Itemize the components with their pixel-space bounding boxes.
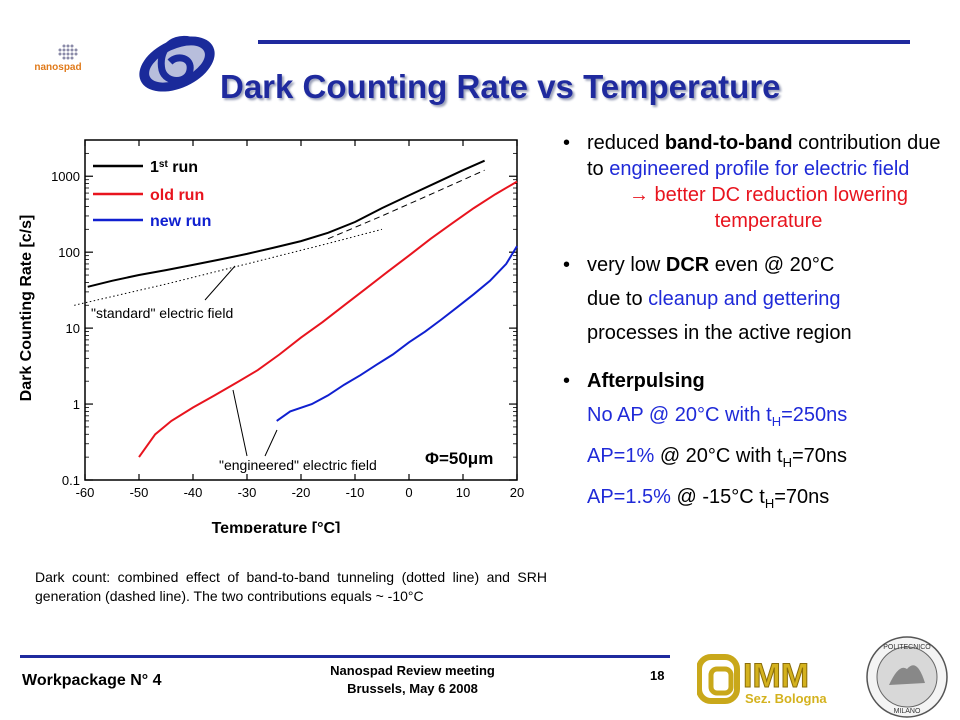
footer-workpackage: Workpackage N° 4 [22, 672, 162, 689]
x-tick-label-8: 20 [510, 485, 524, 500]
y-tick-label-1: 1 [73, 397, 80, 412]
nanospad-logo: nanospad [34, 44, 82, 73]
series-line-new-run [276, 245, 518, 422]
annotation-diameter: Φ=50μm [425, 449, 493, 468]
annotation-engineered-field: "engineered" electric field [219, 457, 377, 473]
bullet-list: • reduced band-to-band contribution due … [555, 130, 950, 521]
nanospad-logo-text: nanospad [34, 62, 81, 73]
y-tick-label-0: 0.1 [62, 473, 80, 488]
footer-meeting: Nanospad Review meeting Brussels, May 6 … [330, 663, 495, 696]
legend-label-old-run: old run [150, 187, 204, 204]
band-to-band-result: → better DC reduction lowering temperatu… [628, 184, 908, 232]
bullet-dot: • [563, 254, 571, 276]
x-tick-label-5: -10 [346, 485, 365, 500]
chart-legend: 1st run old run new run [93, 159, 211, 230]
slide-title: Dark Counting Rate vs Temperature [220, 68, 781, 105]
page-number: 18 [650, 668, 665, 683]
series-line-1st-run [87, 159, 486, 288]
x-tick-label-2: -40 [184, 485, 203, 500]
bullet-band-to-band: • reduced band-to-band contribution due … [555, 130, 950, 234]
svg-text:Sez. Bologna: Sez. Bologna [745, 691, 827, 706]
svg-text:POLITECNICO: POLITECNICO [883, 644, 931, 651]
bullet-dot: • [563, 370, 571, 392]
bullet-low-dcr: • very low DCR even @ 20°C due to cleanu… [555, 248, 950, 350]
legend-label-new-run: new run [150, 213, 211, 230]
imm-logo: IMM Sez. Bologna [697, 654, 827, 706]
y-tick-label-3: 100 [58, 245, 80, 260]
x-tick-label-0: -60 [76, 485, 95, 500]
eu-framework-logo [139, 35, 215, 92]
annotation-standard-arrow [204, 265, 236, 301]
y-tick-label-4: 1000 [51, 169, 80, 184]
polimi-seal: POLITECNICO MILANO [866, 636, 948, 718]
x-tick-label-7: 10 [456, 485, 470, 500]
svg-text:IMM: IMM [743, 657, 809, 695]
series-line-old-run [138, 180, 518, 458]
svg-text:MILANO: MILANO [894, 708, 921, 715]
x-tick-label-3: -30 [238, 485, 257, 500]
chart-x-label: Temperature [°C] [212, 520, 341, 533]
chart-caption: Dark count: combined effect of band-to-b… [35, 569, 547, 604]
series-line-dashed [327, 169, 485, 240]
legend-label-1st-run: 1st run [150, 159, 198, 177]
annotation-standard-field: "standard" electric field [91, 305, 233, 321]
y-tick-label-2: 10 [66, 321, 80, 336]
annotation-engineered-arrow-2 [264, 429, 278, 457]
x-tick-label-4: -20 [292, 485, 311, 500]
chart-y-label: Dark Counting Rate [c/s] [18, 215, 35, 402]
x-tick-label-6: 0 [405, 485, 412, 500]
bottom-divider [20, 655, 670, 658]
top-divider [258, 40, 910, 44]
bullet-afterpulsing: • Afterpulsing No AP @ 20°C with tH=250n… [555, 364, 950, 521]
bullet-dot: • [563, 132, 571, 154]
dcr-chart: -60 -50 -40 -30 -20 -10 0 10 20 0.1 1 10 100 1000 Tem… [18, 139, 524, 533]
annotation-engineered-arrow-1 [232, 389, 248, 457]
x-tick-label-1: -50 [130, 485, 149, 500]
plot-frame [84, 139, 518, 481]
